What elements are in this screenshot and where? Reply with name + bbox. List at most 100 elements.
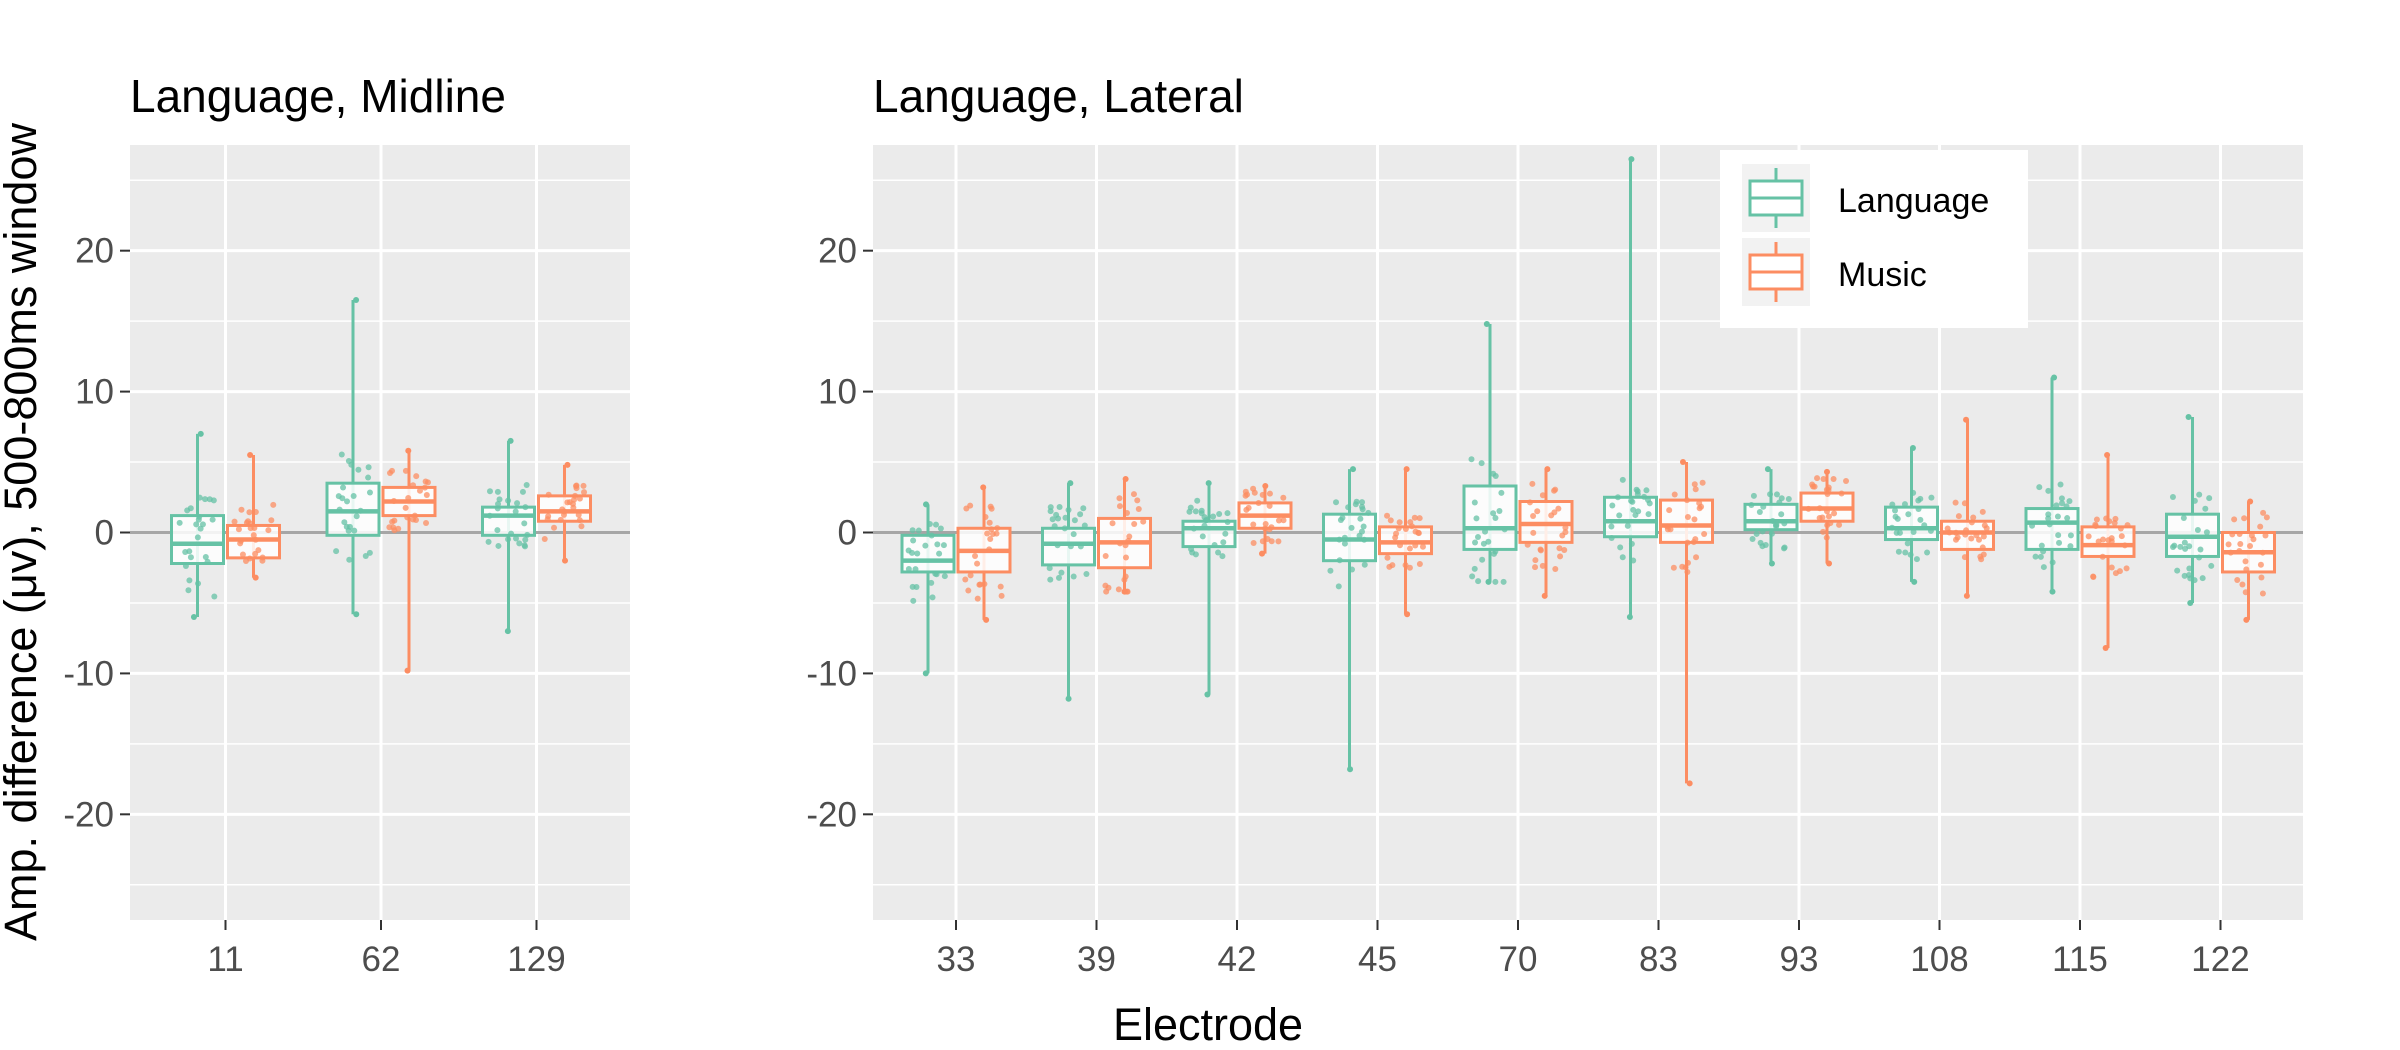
jitter-point [270, 501, 277, 508]
jitter-point [1541, 592, 1548, 599]
jitter-point [209, 516, 216, 523]
jitter-point [1699, 479, 1706, 486]
jitter-point [197, 525, 204, 532]
jitter-point [1963, 416, 1970, 423]
jitter-point [934, 541, 941, 548]
jitter-point [2117, 525, 2124, 532]
jitter-point [1820, 476, 1827, 483]
jitter-point [1482, 528, 1489, 535]
jitter-point [2056, 539, 2063, 546]
jitter-point [1701, 530, 1708, 537]
jitter-point [1393, 530, 1400, 537]
legend-item-language: Language [1742, 164, 1989, 232]
jitter-point [1244, 491, 1251, 498]
jitter-point [341, 519, 348, 526]
jitter-point [962, 576, 969, 583]
jitter-point [1135, 506, 1142, 513]
jitter-point [1280, 494, 1287, 501]
jitter-point [2186, 565, 2193, 572]
jitter-point [974, 595, 981, 602]
jitter-point [1071, 517, 1078, 524]
jitter-point [1054, 542, 1061, 549]
jitter-point [1690, 539, 1697, 546]
jitter-point [1275, 517, 1282, 524]
jitter-point [1889, 524, 1896, 531]
jitter-point [581, 489, 588, 496]
jitter-point [1748, 502, 1755, 509]
jitter-point [2029, 522, 2036, 529]
jitter-point [1820, 528, 1827, 535]
jitter-point [1479, 556, 1486, 563]
jitter-point [1336, 557, 1343, 564]
jitter-point [1562, 524, 1569, 531]
jitter-point [1961, 500, 1968, 507]
jitter-point [2116, 568, 2123, 575]
jitter-point [486, 512, 493, 519]
jitter-point [523, 482, 530, 489]
jitter-point [1402, 526, 1409, 533]
jitter-point [402, 467, 409, 474]
jitter-point [2055, 532, 2062, 539]
jitter-point [983, 616, 990, 623]
jitter-point [1764, 466, 1771, 473]
jitter-point [1478, 460, 1485, 467]
jitter-point [562, 557, 569, 564]
jitter-point [2208, 562, 2215, 569]
jitter-point [1359, 506, 1366, 513]
jitter-point [1474, 534, 1481, 541]
jitter-point [386, 524, 393, 531]
jitter-point [1262, 520, 1269, 527]
jitter-point [1684, 539, 1691, 546]
jitter-point [1186, 508, 1193, 515]
jitter-point [1081, 522, 1088, 529]
jitter-point [1469, 573, 1476, 580]
jitter-point [545, 491, 552, 498]
jitter-point [932, 521, 939, 528]
jitter-point [2099, 553, 2106, 560]
jitter-point [2203, 529, 2210, 536]
jitter-point [2040, 548, 2047, 555]
jitter-point [1046, 565, 1053, 572]
jitter-point [1910, 489, 1917, 496]
jitter-point [486, 488, 493, 495]
jitter-point [1116, 503, 1123, 510]
x-axis-ticks: 33 39 42 45 70 83 93 108 115 122 [937, 920, 2250, 979]
jitter-point [1979, 544, 1986, 551]
jitter-point [1970, 514, 1977, 521]
jitter-point [987, 536, 994, 543]
jitter-point [390, 497, 397, 504]
jitter-point [1352, 501, 1359, 508]
y-tick-label: -10 [63, 654, 114, 693]
jitter-point [2054, 513, 2061, 520]
jitter-point [2187, 599, 2194, 606]
panel-lateral: Language, Lateral -20 -10 0 10 20 33 39 42 45 70… [806, 70, 2303, 979]
box-language-83 [1603, 156, 1658, 621]
x-tick-label: 62 [362, 940, 401, 979]
jitter-point [1526, 499, 1533, 506]
jitter-point [1077, 511, 1084, 518]
jitter-point [2242, 589, 2249, 596]
jitter-point [2241, 515, 2248, 522]
jitter-point [2038, 542, 2045, 549]
jitter-point [239, 551, 246, 558]
jitter-point [1693, 554, 1700, 561]
jitter-point [1544, 466, 1551, 473]
jitter-point [355, 466, 362, 473]
jitter-point [967, 502, 974, 509]
jitter-point [576, 517, 583, 524]
jitter-point [1360, 523, 1367, 530]
jitter-point [1403, 466, 1410, 473]
jitter-point [237, 540, 244, 547]
jitter-point [1116, 495, 1123, 502]
jitter-point [2174, 567, 2181, 574]
jitter-point [1266, 490, 1273, 497]
jitter-point [252, 536, 259, 543]
jitter-point [2234, 577, 2241, 584]
jitter-point [1973, 532, 1980, 539]
jitter-point [1983, 525, 1990, 532]
jitter-point [494, 488, 501, 495]
jitter-point [187, 505, 194, 512]
jitter-point [1539, 562, 1546, 569]
jitter-point [1551, 487, 1558, 494]
jitter-point [1341, 534, 1348, 541]
